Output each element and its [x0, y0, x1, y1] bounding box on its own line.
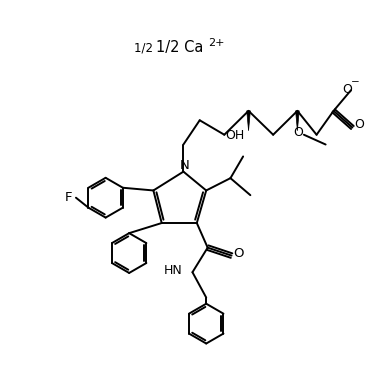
Text: O: O [355, 118, 365, 131]
Text: OH: OH [225, 128, 245, 142]
Text: O: O [342, 83, 352, 96]
Text: F: F [65, 191, 73, 204]
Text: 1/2: 1/2 [134, 41, 156, 54]
Text: 2+: 2+ [208, 38, 224, 48]
Polygon shape [247, 111, 250, 131]
Polygon shape [296, 111, 299, 131]
Text: O: O [293, 126, 303, 139]
Text: −: − [351, 77, 360, 87]
Text: N: N [179, 159, 189, 172]
Text: HN: HN [164, 264, 182, 277]
Text: 1/2 Ca: 1/2 Ca [156, 41, 204, 55]
Text: O: O [233, 247, 243, 260]
